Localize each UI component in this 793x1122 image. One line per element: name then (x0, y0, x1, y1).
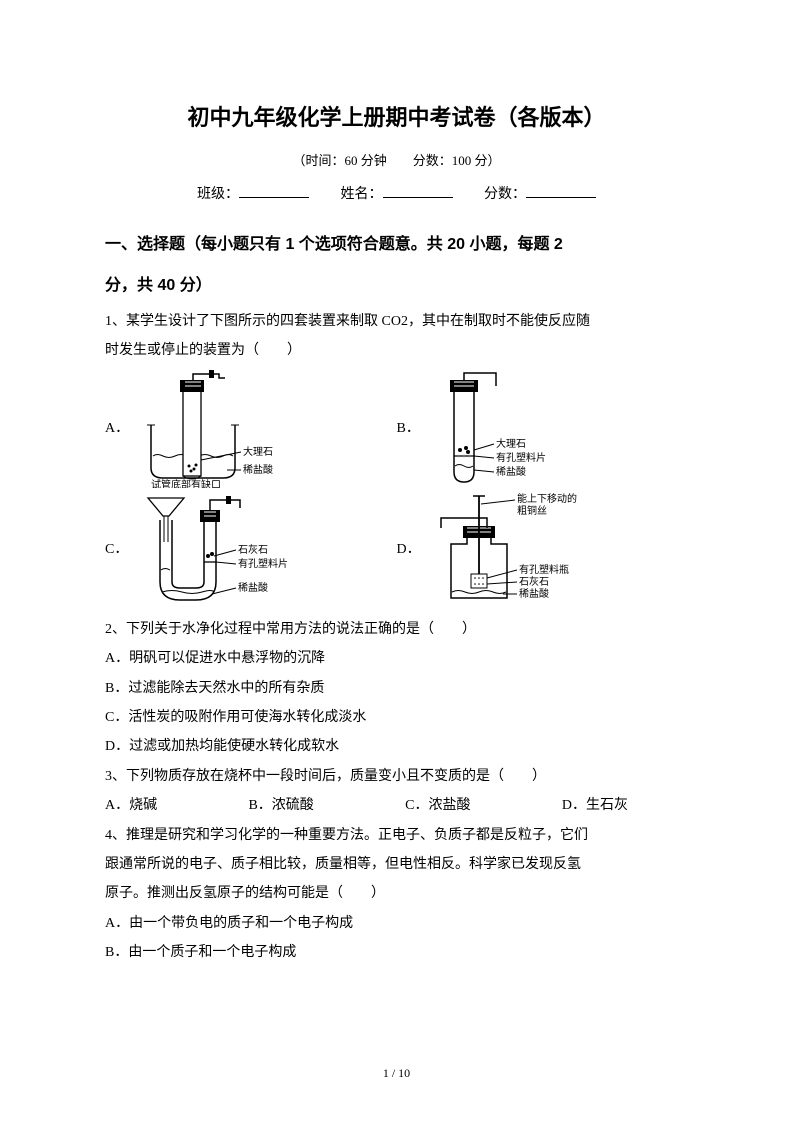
q2-d: D．过滤或加热均能使硬水转化成软水 (105, 732, 688, 761)
q1-diagram-d: 能上下移动的 粗铜丝 有孔塑料瓶 石灰石 稀盐酸 (425, 492, 625, 607)
q4-l3: 原子。推测出反氢原子的结构可能是（ ） (105, 879, 688, 908)
diag-d-l0b: 粗铜丝 (517, 505, 547, 517)
diag-c-l2: 有孔塑料片 (238, 557, 288, 570)
diag-c-l1: 石灰石 (238, 543, 268, 556)
student-info-line: 班级： 姓名： 分数： (105, 180, 688, 209)
section-1-header-line1: 一、选择题（每小题只有 1 个选项符合题意。共 20 小题，每题 2 (105, 224, 688, 266)
diag-a-l2: 稀盐酸 (243, 463, 273, 476)
q1-diagram-c: 石灰石 有孔塑料片 稀盐酸 (132, 492, 332, 607)
q1-label-d: D． (397, 535, 421, 564)
q1-diagram-a-cell: A． 大理石 (105, 370, 397, 488)
q3-a: A．烧碱 (105, 791, 157, 820)
diag-d-l1: 有孔塑料瓶 (519, 563, 569, 576)
page-title: 初中九年级化学上册期中考试卷（各版本） (105, 95, 688, 141)
score-blank (526, 182, 596, 198)
score-label: 分数： (484, 187, 526, 202)
diag-b-l3: 稀盐酸 (496, 465, 526, 478)
q4-l1: 4、推理是研究和学习化学的一种重要方法。正电子、负质子都是反粒子，它们 (105, 821, 688, 850)
q3-stem: 3、下列物质存放在烧杯中一段时间后，质量变小且不变质的是（ ） (105, 762, 688, 791)
diag-d-l3: 稀盐酸 (519, 587, 549, 600)
q1-diagrams: A． 大理石 (105, 370, 688, 611)
q1-diagram-a: 大理石 稀盐酸 试管底部有缺口 (133, 370, 333, 488)
q3-options: A．烧碱 B．浓硫酸 C．浓盐酸 D．生石灰 (105, 791, 688, 820)
q3-b: B．浓硫酸 (248, 791, 313, 820)
q3-c: C．浓盐酸 (405, 791, 470, 820)
q1-diagram-b: 大理石 有孔塑料片 稀盐酸 (424, 370, 614, 488)
exam-subtitle: （时间：60 分钟 分数：100 分） (105, 147, 688, 174)
q2-b: B．过滤能除去天然水中的所有杂质 (105, 674, 688, 703)
q1-line2: 时发生或停止的装置为（ ） (105, 336, 688, 365)
diag-d-l0: 能上下移动的 (517, 492, 577, 505)
q1-label-b: B． (397, 414, 420, 443)
class-label: 班级： (197, 187, 239, 202)
q4-l2: 跟通常所说的电子、质子相比较，质量相等，但电性相反。科学家已发现反氢 (105, 850, 688, 879)
name-label: 姓名： (341, 187, 383, 202)
q1-label-a: A． (105, 414, 129, 443)
diag-a-l1: 大理石 (243, 445, 273, 458)
q2-a: A．明矾可以促进水中悬浮物的沉降 (105, 644, 688, 673)
q1-diagram-c-cell: C． 石灰石 有孔塑料片 (105, 492, 397, 607)
class-blank (239, 182, 309, 198)
page-footer: 1 / 10 (0, 1061, 793, 1086)
q1-line1: 1、某学生设计了下图所示的四套装置来制取 CO2，其中在制取时不能使反应随 (105, 307, 688, 336)
q3-d: D．生石灰 (562, 791, 628, 820)
section-1-header-line2: 分，共 40 分） (105, 265, 688, 307)
q1-diagram-b-cell: B． 大理石 有孔塑料片 稀盐酸 (397, 370, 689, 488)
q1-label-c: C． (105, 535, 128, 564)
diag-c-l3: 稀盐酸 (238, 581, 268, 594)
q2-c: C．活性炭的吸附作用可使海水转化成淡水 (105, 703, 688, 732)
q1-diagram-d-cell: D． 能上下移动的 粗铜丝 有孔塑料瓶 石灰石 (397, 492, 689, 607)
diag-d-l2: 石灰石 (519, 575, 549, 588)
q4-b: B．由一个质子和一个电子构成 (105, 938, 688, 967)
diag-b-l1: 大理石 (496, 437, 526, 450)
name-blank (383, 182, 453, 198)
diag-a-l3: 试管底部有缺口 (151, 478, 221, 488)
q4-a: A．由一个带负电的质子和一个电子构成 (105, 909, 688, 938)
diag-b-l2: 有孔塑料片 (496, 451, 546, 464)
q2-stem: 2、下列关于水净化过程中常用方法的说法正确的是（ ） (105, 615, 688, 644)
